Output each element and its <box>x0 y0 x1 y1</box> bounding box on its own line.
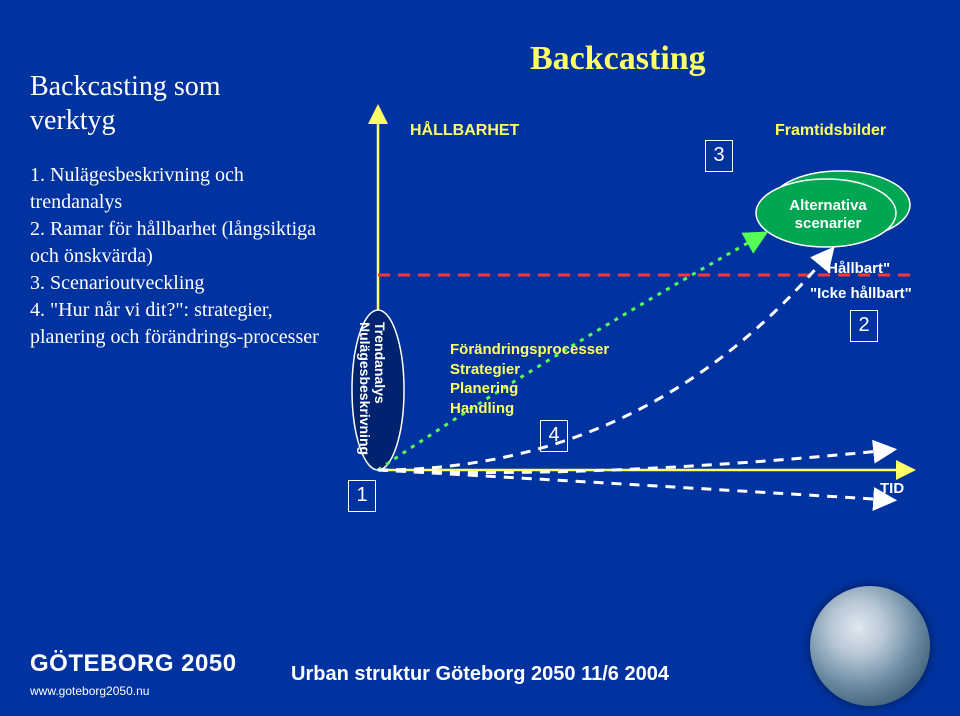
step-3: 3. Scenarioutveckling <box>30 270 320 297</box>
scenario-label-line1: Alternativa <box>789 197 867 214</box>
process-labels: Förändringsprocesser Strategier Planerin… <box>450 340 609 418</box>
process-line-1: Strategier <box>450 360 609 380</box>
slide-subtitle: Backcasting som verktyg <box>30 70 320 137</box>
white-arrow-3 <box>378 470 890 500</box>
backcasting-diagram: Backcasting HÅLLBARHET Framtidsbilder Al… <box>330 30 930 550</box>
subtitle-line2: verktyg <box>30 105 116 136</box>
step-box-3: 3 <box>705 140 733 172</box>
hallbart-label: "Hållbart" <box>820 260 890 277</box>
step-2: 2. Ramar för hållbarhet (långsiktiga och… <box>30 216 320 270</box>
framtidsbilder-label: Framtidsbilder <box>775 122 886 140</box>
y-axis-label: HÅLLBARHET <box>410 122 519 140</box>
process-line-3: Handling <box>450 399 609 419</box>
icke-hallbart-label: "Icke hållbart" <box>810 285 912 302</box>
scenario-label: Alternativa scenarier <box>778 197 878 233</box>
tid-label: TID <box>880 480 904 497</box>
origin-label-line2: Trendanalys <box>372 322 388 404</box>
slide-footer: GÖTEBORG 2050 www.goteborg2050.nu Urban … <box>0 626 960 716</box>
left-text-column: Backcasting som verktyg 1. Nulägesbeskri… <box>30 70 320 351</box>
scenario-label-line2: scenarier <box>795 215 862 232</box>
footer-url: www.goteborg2050.nu <box>30 684 149 698</box>
diagram-title: Backcasting <box>530 40 706 78</box>
subtitle-line1: Backcasting som <box>30 71 221 102</box>
process-line-2: Planering <box>450 379 609 399</box>
step-4: 4. "Hur når vi dit?": strategier, planer… <box>30 297 320 351</box>
earth-icon <box>810 586 930 706</box>
step-box-4: 4 <box>540 420 568 452</box>
origin-label-line1: Nulägesbeskrivning <box>357 322 373 455</box>
step-box-1: 1 <box>348 480 376 512</box>
step-1: 1. Nulägesbeskrivning och trendanalys <box>30 162 320 216</box>
process-line-0: Förändringsprocesser <box>450 340 609 360</box>
step-box-2: 2 <box>850 310 878 342</box>
